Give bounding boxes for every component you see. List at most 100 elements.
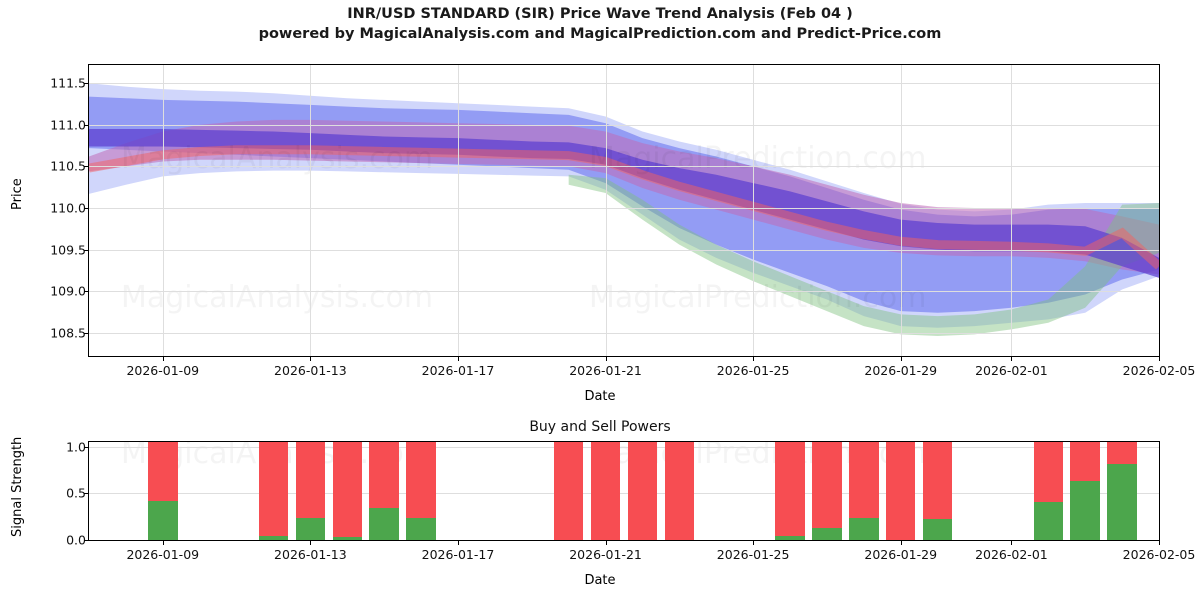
price-ytick-mark — [84, 249, 88, 251]
signal-xtick-mark — [1159, 541, 1160, 545]
chart-title-block: INR/USD STANDARD (SIR) Price Wave Trend … — [0, 4, 1200, 44]
price-xtick-mark — [605, 357, 607, 361]
price-ytick-mark — [84, 291, 88, 293]
price-xtick-mark — [753, 357, 755, 361]
signal-ytick-label: 0.0 — [66, 532, 86, 548]
sell-power-segment — [1070, 442, 1100, 482]
price-xtick-mark — [1011, 357, 1013, 361]
signal-ytick-mark — [84, 446, 88, 448]
signal-bar — [553, 442, 584, 540]
signal-xtick-label: 2026-01-17 — [421, 547, 495, 562]
buy-power-segment — [1033, 501, 1064, 540]
signal-ytick-mark — [84, 540, 88, 541]
price-xtick-label: 2026-02-01 — [975, 363, 1048, 378]
price-xtick-label: 2026-01-13 — [274, 363, 347, 378]
sell-power-segment — [553, 442, 584, 540]
signal-bar — [922, 442, 953, 540]
signal-xtick-label: 2026-01-25 — [716, 547, 790, 562]
signal-bar — [369, 442, 399, 540]
price-ytick-label: 109.5 — [50, 242, 86, 258]
price-xtick-mark — [1159, 357, 1160, 361]
signal-xtick-mark — [900, 541, 902, 545]
price-xtick-label: 2026-01-09 — [126, 363, 200, 378]
signal-ytick-mark — [84, 493, 88, 495]
signal-ytick-label: 1.0 — [66, 439, 86, 455]
price-gridline-h — [89, 332, 1159, 334]
buy-power-segment — [369, 507, 399, 540]
signal-xtick-label: 2026-02-05 — [1122, 547, 1196, 562]
signal-bar — [849, 442, 879, 540]
buy-power-segment — [148, 500, 178, 540]
price-xtick-label: 2026-01-29 — [864, 363, 938, 378]
price-gridline-v — [605, 65, 607, 356]
sell-power-segment — [369, 442, 399, 508]
signal-bar — [885, 442, 916, 540]
price-gridline-h — [89, 249, 1159, 251]
sell-power-segment — [885, 442, 916, 540]
sell-power-segment — [664, 442, 695, 540]
sell-power-segment — [1107, 442, 1137, 464]
buy-power-segment — [1107, 463, 1137, 540]
sell-power-segment — [406, 442, 436, 519]
signal-bar — [627, 442, 658, 540]
sell-power-segment — [849, 442, 879, 519]
wave-band-red-edge — [89, 145, 1159, 270]
price-xtick-mark — [900, 357, 902, 361]
buy-power-segment — [332, 537, 363, 540]
signal-bar — [1033, 442, 1064, 540]
signal-xtick-mark — [457, 541, 459, 545]
signal-axis-x-label: Date — [584, 573, 616, 588]
signal-xtick-label: 2026-01-21 — [569, 547, 642, 562]
signal-bar — [812, 442, 842, 540]
price-wave-bands — [89, 83, 1159, 337]
page-subtitle: powered by MagicalAnalysis.com and Magic… — [258, 26, 942, 42]
signal-gridline-h — [89, 493, 1159, 495]
sell-power-segment — [295, 442, 326, 519]
price-ytick-mark — [84, 166, 88, 168]
signal-bar — [1107, 442, 1137, 540]
signal-xtick-label: 2026-01-29 — [864, 547, 938, 562]
signal-xtick-mark — [1011, 541, 1013, 545]
price-ytick-mark — [84, 83, 88, 85]
signal-bar — [1070, 442, 1100, 540]
price-ytick-mark — [84, 124, 88, 126]
signal-bar — [664, 442, 695, 540]
signal-chart-title: Buy and Sell Powers — [529, 419, 671, 435]
price-ytick-label: 108.5 — [50, 325, 86, 341]
buy-power-segment — [295, 518, 326, 540]
price-gridline-v — [457, 65, 459, 356]
sell-power-segment — [332, 442, 363, 538]
price-xtick-mark — [310, 357, 312, 361]
price-xtick-label: 2026-01-21 — [569, 363, 642, 378]
price-gridline-h — [89, 291, 1159, 293]
sell-power-segment — [258, 442, 289, 537]
signal-bar — [590, 442, 621, 540]
signal-bar — [258, 442, 289, 540]
signal-xtick-mark — [162, 541, 164, 545]
price-gridline-v — [753, 65, 755, 356]
price-gridline-v — [310, 65, 312, 356]
price-ytick-label: 111.0 — [50, 117, 86, 133]
signal-xtick-label: 2026-01-13 — [274, 547, 347, 562]
price-wave-plot: MagicalAnalysis.com MagicalPrediction.co… — [88, 64, 1160, 357]
price-gridline-v — [162, 65, 164, 356]
buy-power-segment — [258, 536, 289, 540]
sell-power-segment — [812, 442, 842, 529]
signal-bar — [295, 442, 326, 540]
sell-power-segment — [1033, 442, 1064, 502]
sell-power-segment — [148, 442, 178, 501]
signal-bar — [148, 442, 178, 540]
signal-xtick-label: 2026-02-01 — [975, 547, 1048, 562]
price-gridline-h — [89, 166, 1159, 168]
price-ytick-label: 109.0 — [50, 283, 86, 299]
price-gridline-h — [89, 83, 1159, 85]
signal-bar — [406, 442, 436, 540]
buy-power-segment — [922, 519, 953, 540]
signal-xtick-mark — [753, 541, 755, 545]
price-xtick-label: 2026-02-05 — [1122, 363, 1196, 378]
signal-xtick-mark — [605, 541, 607, 545]
buy-power-segment — [1070, 481, 1100, 540]
price-axis-x-label: Date — [584, 389, 616, 404]
price-ytick-label: 110.5 — [50, 158, 86, 174]
price-gridline-h — [89, 124, 1159, 126]
